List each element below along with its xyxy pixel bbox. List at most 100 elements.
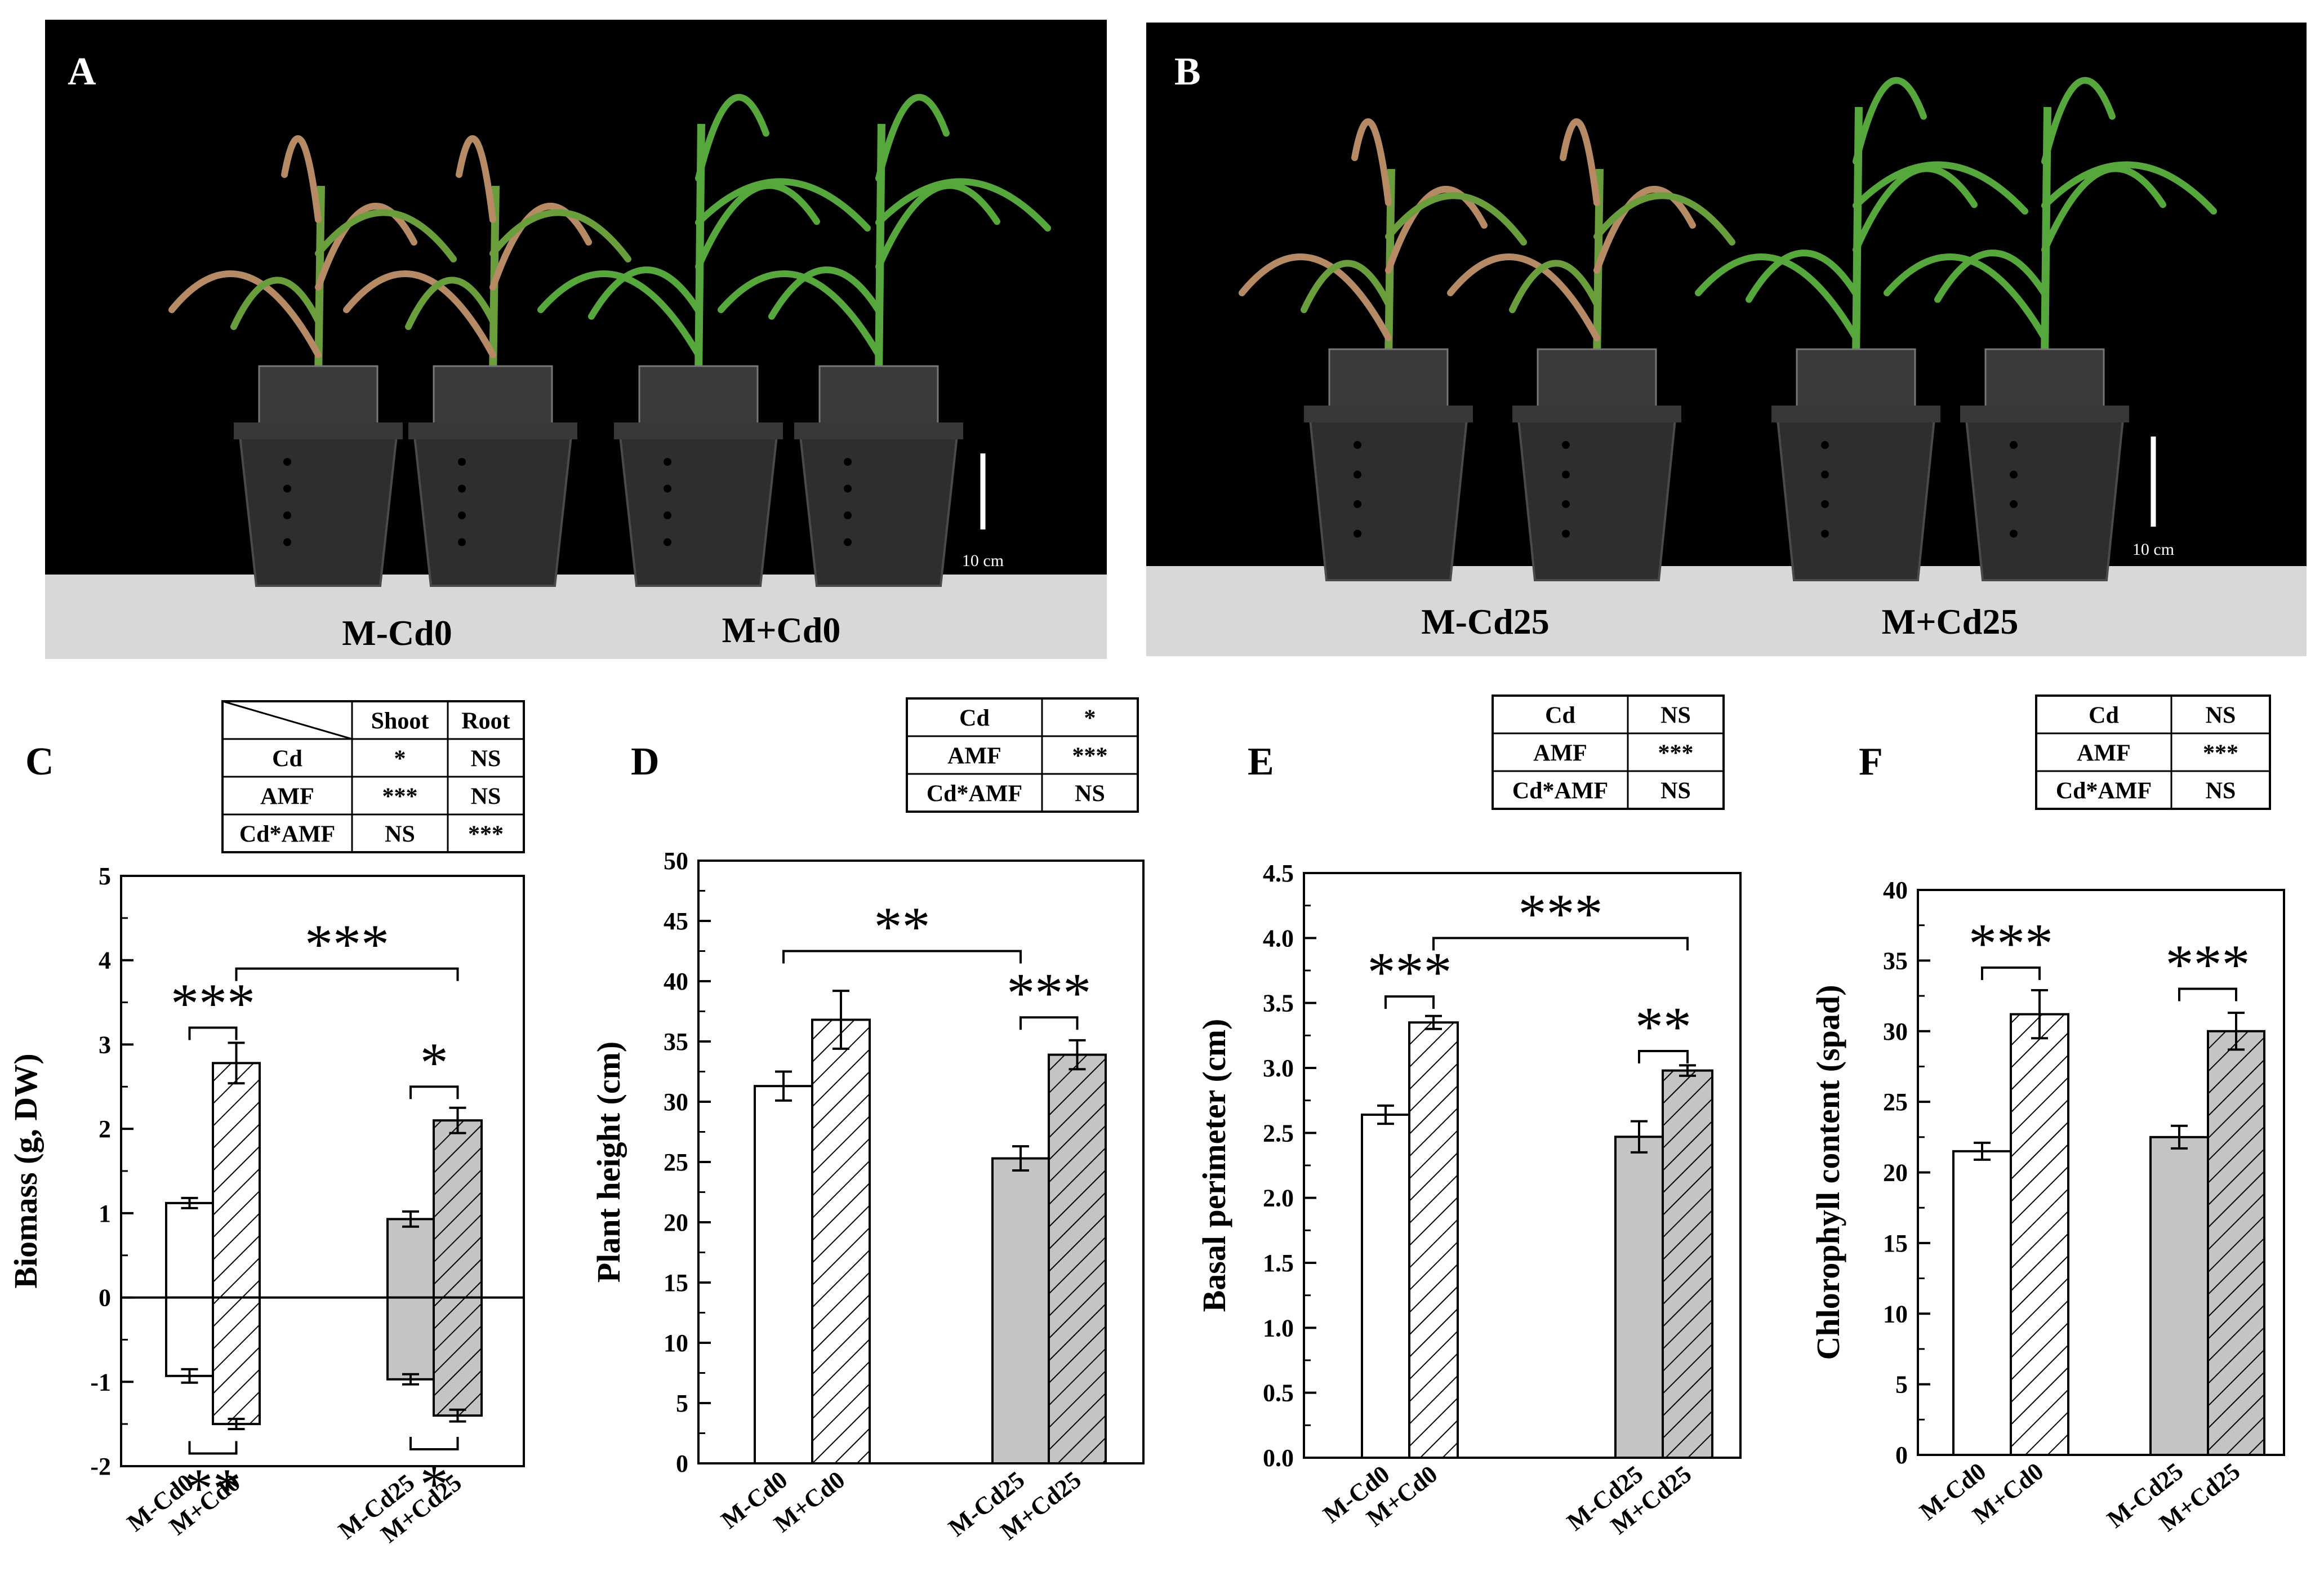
y-tick-label: 0 bbox=[1895, 1441, 1908, 1469]
y-tick-label: 35 bbox=[664, 1028, 688, 1056]
outer-pot bbox=[618, 430, 779, 587]
pot-plant-b-1 bbox=[1239, 118, 1527, 581]
leaf bbox=[1934, 250, 2048, 303]
significance-bracket bbox=[2178, 987, 2237, 1001]
pot-rim bbox=[1304, 406, 1473, 422]
leaf bbox=[1853, 161, 2028, 215]
leaf bbox=[489, 203, 592, 291]
y-tick-label: 2.0 bbox=[1263, 1185, 1294, 1212]
pot-rim bbox=[408, 422, 577, 439]
stats-table-cell: NS bbox=[385, 822, 415, 848]
pot-hole bbox=[283, 511, 291, 519]
bar-mplus-cd0-plant-height bbox=[811, 1018, 871, 1464]
y-tick-label: 5 bbox=[1895, 1371, 1908, 1399]
significance-bracket bbox=[1638, 1050, 1689, 1064]
stats-table-cell: AMF bbox=[947, 744, 1001, 769]
stats-table-cell: AMF bbox=[260, 784, 314, 810]
leaf bbox=[2041, 161, 2217, 215]
leaf bbox=[343, 270, 496, 358]
group-label-m-cd25: M-Cd25 bbox=[1421, 602, 1550, 642]
stats-table-cell: NS bbox=[471, 784, 501, 810]
significance-stars: *** bbox=[305, 913, 389, 976]
y-tick-label: 50 bbox=[664, 847, 688, 875]
pot-hole bbox=[1562, 470, 1570, 479]
leaf bbox=[1351, 118, 1392, 206]
y-tick-label: 5 bbox=[676, 1390, 688, 1417]
leaf bbox=[1385, 192, 1527, 246]
y-tick-label: 5 bbox=[99, 862, 111, 890]
pot-hole bbox=[283, 484, 291, 493]
y-tick-label: 45 bbox=[664, 907, 688, 935]
pot-hole bbox=[458, 458, 466, 466]
y-tick-label: 2 bbox=[99, 1115, 111, 1143]
pot-hole bbox=[1354, 500, 1361, 508]
pot-hole bbox=[1821, 500, 1829, 508]
y-axis-label: Basal perimeter (cm) bbox=[1196, 1019, 1232, 1312]
stats-table-cell: Cd*AMF bbox=[2056, 778, 2152, 804]
leaf bbox=[315, 209, 457, 262]
significance-bracket bbox=[782, 950, 1022, 964]
y-tick-label: 25 bbox=[1883, 1088, 1908, 1116]
leaf bbox=[489, 209, 631, 262]
y-tick-label: 30 bbox=[1883, 1018, 1908, 1045]
y-axis-label: Chlorophyll content (spad) bbox=[1810, 985, 1846, 1360]
y-tick-label: 1.0 bbox=[1263, 1314, 1294, 1342]
significance-bracket bbox=[1384, 995, 1435, 1009]
significance-bracket bbox=[1019, 1016, 1079, 1030]
leaf bbox=[281, 135, 322, 223]
stats-table-cell: Root bbox=[461, 709, 510, 734]
panel-label-a: A bbox=[68, 50, 96, 94]
pot-plant-a-3 bbox=[537, 94, 871, 587]
pot-hole bbox=[1821, 441, 1829, 449]
leaf bbox=[168, 270, 322, 358]
pot-rim bbox=[794, 422, 963, 439]
stats-table-cell: Cd*AMF bbox=[1512, 778, 1608, 804]
pot-plant-a-1 bbox=[168, 135, 457, 587]
y-tick-label: 20 bbox=[664, 1209, 688, 1236]
y-tick-label: 0 bbox=[676, 1450, 688, 1477]
bar-m-cd0-plant-height bbox=[754, 1085, 813, 1465]
significance-bracket bbox=[1981, 966, 2041, 980]
leaf bbox=[875, 94, 950, 182]
leaf bbox=[1746, 250, 1859, 303]
significance-bracket bbox=[235, 967, 459, 981]
pot-hole bbox=[2010, 470, 2018, 479]
y-tick-label: 0.5 bbox=[1263, 1379, 1294, 1407]
bar-mplus-cd25-shoot bbox=[433, 1119, 483, 1299]
significance-bracket bbox=[188, 1026, 238, 1040]
bar-mplus-cd0-basal-perimeter bbox=[1408, 1021, 1459, 1459]
y-tick-label: 15 bbox=[664, 1269, 688, 1297]
photo-b-pots bbox=[1239, 77, 2217, 581]
stats-table-cell: *** bbox=[1658, 741, 1694, 767]
pot-hole bbox=[1562, 529, 1570, 538]
pot-hole bbox=[844, 484, 852, 493]
scale-label-a: 10 cm bbox=[962, 551, 1004, 570]
bar-m-cd25-basal-perimeter bbox=[1614, 1136, 1664, 1459]
y-tick-label: 10 bbox=[1883, 1300, 1908, 1328]
stats-table-cell: *** bbox=[468, 822, 504, 848]
pot-hole bbox=[458, 538, 466, 546]
leaf bbox=[1884, 253, 2048, 341]
leaf bbox=[537, 270, 702, 358]
stats-table-cell: Cd*AMF bbox=[239, 822, 335, 848]
stats-table-cell: NS bbox=[1660, 778, 1691, 804]
leaf bbox=[230, 277, 322, 330]
stats-table-cell: * bbox=[1084, 706, 1096, 732]
bar-m-cd0-chlorophyll-content bbox=[1952, 1150, 2012, 1456]
y-tick-label: 40 bbox=[664, 968, 688, 995]
significance-bracket bbox=[409, 1437, 459, 1451]
significance-stars: *** bbox=[1368, 941, 1452, 1003]
pot-hole bbox=[1354, 529, 1361, 538]
y-tick-label: 35 bbox=[1883, 947, 1908, 974]
stats-table-cell: * bbox=[394, 746, 406, 772]
stats-table-cell: Cd bbox=[2089, 703, 2119, 729]
stats-table-cell: Shoot bbox=[371, 709, 429, 734]
photo-panel-b: 10 cm B M-Cd25 M+Cd25 bbox=[1146, 23, 2307, 656]
pot-hole bbox=[664, 458, 671, 466]
leaf bbox=[875, 178, 1051, 231]
pot-hole bbox=[2010, 500, 2018, 508]
photo-b-shelf bbox=[1146, 566, 2307, 656]
y-tick-label: 1 bbox=[99, 1200, 111, 1227]
y-tick-label: 10 bbox=[664, 1329, 688, 1357]
